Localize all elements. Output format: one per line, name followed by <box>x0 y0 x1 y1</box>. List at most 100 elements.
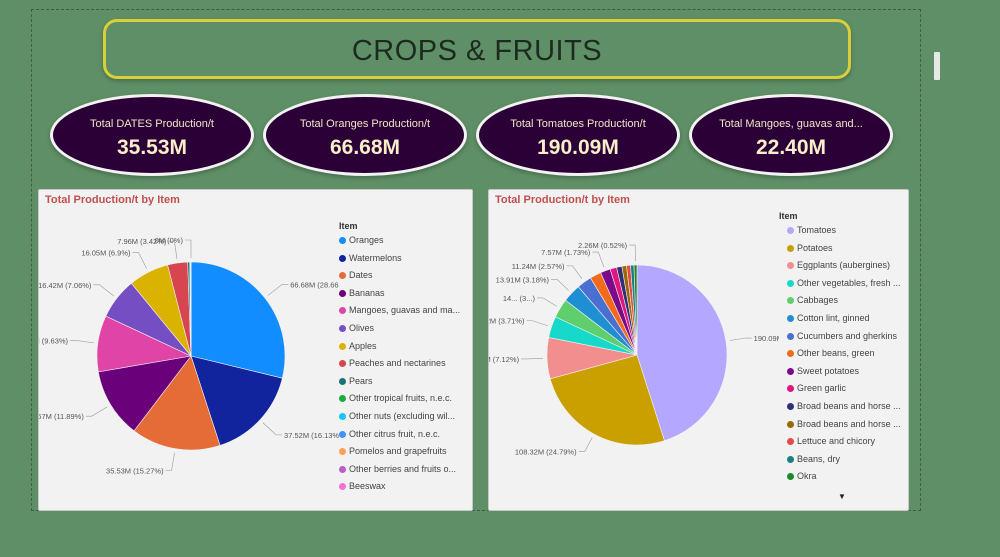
pie-data-label: 2.26M (0.52%) <box>578 241 628 250</box>
legend-dot-icon <box>339 483 346 491</box>
pie-leader-line <box>262 422 283 436</box>
kpi-card-dates[interactable]: Total DATES Production/t 35.53M <box>50 94 254 176</box>
pie-leader-line <box>729 337 752 341</box>
legend-dot-icon <box>787 367 794 375</box>
legend-dot-icon <box>339 430 346 438</box>
legend-item[interactable]: Beans, dry <box>787 454 903 472</box>
pie-chart-fruits[interactable]: 66.68M (28.66%) 37.52M (16.13%) 35.53M (15… <box>39 190 339 510</box>
pie-data-label: 66.68M (28.66%) <box>290 280 339 289</box>
legend-label: Other berries and fruits o... <box>349 463 457 474</box>
pie-data-label: 7.57M (1.73%) <box>541 248 591 257</box>
legend-more-arrow-icon[interactable]: ▼ <box>838 492 846 501</box>
legend-item[interactable]: Okra <box>787 471 903 489</box>
legend-label: Broad beans and horse ... <box>797 400 901 411</box>
legend-item[interactable]: Beeswax <box>339 481 467 499</box>
legend-item[interactable]: Cucumbers and gherkins <box>787 331 903 349</box>
legend-item[interactable]: Other citrus fruit, n.e.c. <box>339 429 467 447</box>
legend-item[interactable]: Apples <box>339 341 467 359</box>
pie-slice[interactable] <box>633 264 638 356</box>
kpi-value: 35.53M <box>116 136 188 159</box>
kpi-label: Total Mangoes, guavas and... <box>719 118 863 130</box>
legend-dot-icon <box>339 254 346 262</box>
legend-dot-icon <box>787 420 794 428</box>
legend-item[interactable]: Mangoes, guavas and ma... <box>339 305 467 323</box>
pie-leader-line <box>629 244 636 262</box>
legend-label: Cotton lint, ginned <box>797 312 870 323</box>
pie-data-label: 16.22M (3.71%) <box>489 317 525 326</box>
legend-item[interactable]: Broad beans and horse ... <box>787 419 903 437</box>
legend-item[interactable]: Green garlic <box>787 383 903 401</box>
legend-item[interactable]: Dates <box>339 270 467 288</box>
legend-dot-icon <box>787 262 794 270</box>
legend-item[interactable]: Other nuts (excluding wil... <box>339 411 467 429</box>
legend-item[interactable]: Watermelons <box>339 253 467 271</box>
legend-item[interactable]: Bananas <box>339 288 467 306</box>
pie-slice[interactable] <box>636 264 728 442</box>
legend-item[interactable]: Cotton lint, ginned <box>787 313 903 331</box>
pie-leader-line <box>165 452 175 471</box>
legend-label: Tomatoes <box>797 225 837 235</box>
legend-title: Item <box>339 221 358 231</box>
pie-chart-vegetables[interactable]: 190.09M (43.51%) 108.32M (24.79%) 31.1M (7… <box>489 190 779 510</box>
legend-label: Oranges <box>349 235 384 245</box>
legend-item[interactable]: Potatoes <box>787 243 903 261</box>
legend-dot-icon <box>787 350 794 358</box>
legend-item[interactable]: Olives <box>339 323 467 341</box>
pie-data-label: 37.52M (16.13%) <box>284 431 339 440</box>
legend-label: Other citrus fruit, n.e.c. <box>349 428 441 439</box>
legend-item[interactable]: Peaches and nectarines <box>339 358 467 376</box>
legend-item[interactable]: Other berries and fruits o... <box>339 464 467 482</box>
legend-item[interactable]: Other beans, green <box>787 348 903 366</box>
pie-leader-line <box>578 437 593 453</box>
legend-item[interactable]: Other tropical fruits, n.e.c. <box>339 393 467 411</box>
kpi-card-mangoes[interactable]: Total Mangoes, guavas and... 22.40M <box>689 94 893 176</box>
legend-item[interactable]: Tomatoes <box>787 225 903 243</box>
pie-data-label: 16.42M (7.06%) <box>39 281 92 290</box>
legend-item[interactable]: Sweet potatoes <box>787 366 903 384</box>
kpi-card-oranges[interactable]: Total Oranges Production/t 66.68M <box>263 94 467 176</box>
pie-slice[interactable] <box>190 261 286 379</box>
legend-label: Green garlic <box>797 383 847 394</box>
legend-dot-icon <box>339 412 346 420</box>
title-scrollbar[interactable] <box>934 52 940 80</box>
pie-slice[interactable] <box>98 355 192 432</box>
pie-slice[interactable] <box>549 354 665 446</box>
legend-dot-icon <box>339 395 346 403</box>
legend-item[interactable]: Broad beans and horse ... <box>787 401 903 419</box>
pie-chart-card-vegetables[interactable]: Total Production/t by Item 190.09M (43.5… <box>488 189 909 511</box>
kpi-label: Total Tomatoes Production/t <box>510 118 646 130</box>
legend-item[interactable]: Other vegetables, fresh ... <box>787 278 903 296</box>
legend-label: Mangoes, guavas and ma... <box>349 305 461 316</box>
legend-dot-icon <box>787 385 794 393</box>
legend-item[interactable]: Oranges <box>339 235 467 253</box>
legend-dot-icon <box>339 272 346 280</box>
pie-data-label: 14... (3...) <box>503 294 536 303</box>
legend-item[interactable]: Cabbages <box>787 295 903 313</box>
legend-item[interactable]: Pomelos and grapefruits <box>339 446 467 464</box>
pie-leader-line <box>566 265 583 280</box>
pie-data-label: 11.24M (2.57%) <box>512 262 565 271</box>
kpi-label: Total Oranges Production/t <box>299 118 431 130</box>
legend-label: Okra <box>797 471 817 482</box>
pie-slice[interactable] <box>133 355 221 451</box>
report-canvas <box>31 9 921 511</box>
pie-leader-line <box>93 284 114 297</box>
pie-leader-line <box>536 297 557 307</box>
legend-dot-icon <box>787 402 794 410</box>
pie-slice[interactable] <box>190 355 283 446</box>
pie-leader-line <box>184 239 192 259</box>
legend-item[interactable]: Pears <box>339 376 467 394</box>
pie-leader-line <box>592 251 605 268</box>
page-title: CROPS & FRUITS <box>351 35 603 67</box>
kpi-card-tomatoes[interactable]: Total Tomatoes Production/t 190.09M <box>476 94 680 176</box>
pie-chart-card-fruits[interactable]: Total Production/t by Item 66.68M (28.66… <box>38 189 473 511</box>
legend-item[interactable]: Eggplants (aubergines) <box>787 260 903 278</box>
legend-label: Peaches and nectarines <box>349 358 446 369</box>
legend-item[interactable]: Lettuce and chicory <box>787 436 903 454</box>
legend-dot-icon <box>787 314 794 322</box>
chart-title: Total Production/t by Item <box>45 194 180 206</box>
pie-leader-line <box>267 284 289 296</box>
legend-label: Apples <box>349 340 377 351</box>
legend-title: Item <box>779 211 798 221</box>
legend-label: Other beans, green <box>797 348 875 359</box>
